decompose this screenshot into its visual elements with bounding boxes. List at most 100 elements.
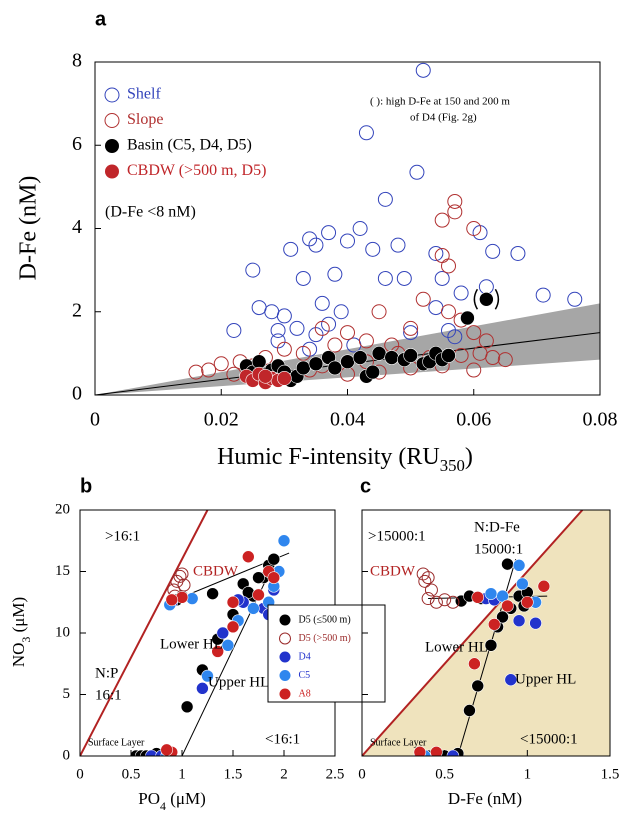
data-point <box>468 657 481 671</box>
data-point <box>478 279 494 295</box>
axis-label: D-Fe (nM) <box>16 176 42 281</box>
annotation: N:P <box>95 665 118 681</box>
data-point <box>352 350 368 365</box>
data-point <box>409 164 425 180</box>
x-tick-label: 0.08 <box>583 409 618 431</box>
y-tick-label: 0 <box>63 747 71 763</box>
data-point <box>421 571 435 585</box>
annotation: Surface Layer <box>88 737 145 748</box>
x-tick-label: 2 <box>280 766 288 782</box>
data-point <box>173 569 187 583</box>
data-point <box>390 237 406 253</box>
y-tick-label: 8 <box>72 50 82 72</box>
data-point <box>471 679 485 693</box>
data-point <box>441 258 456 274</box>
data-point <box>521 595 534 609</box>
data-point <box>308 327 324 343</box>
data-point <box>403 320 419 336</box>
data-point <box>245 262 261 278</box>
data-point <box>308 356 324 372</box>
legend-marker <box>279 651 291 663</box>
legend-label: D4 <box>299 651 311 662</box>
data-point <box>428 245 444 261</box>
data-point <box>377 270 393 286</box>
data-point <box>479 291 494 307</box>
data-point <box>377 191 393 207</box>
data-point <box>537 579 551 593</box>
data-point <box>270 322 286 338</box>
data-point <box>242 550 255 564</box>
annotation: 15000:1 <box>474 541 523 557</box>
axis-label: D-Fe (nM) <box>448 789 522 808</box>
data-point <box>466 221 482 236</box>
data-point <box>516 577 529 591</box>
legend-marker <box>279 614 291 626</box>
data-point <box>485 243 501 259</box>
data-point <box>365 364 381 380</box>
data-point <box>430 746 443 756</box>
plot-area <box>95 62 600 395</box>
x-tick-label: 1 <box>524 766 532 782</box>
data-point <box>270 333 286 349</box>
data-point <box>327 360 343 376</box>
data-point <box>188 364 204 380</box>
data-point <box>277 534 291 548</box>
y-tick-label: 0 <box>72 383 82 405</box>
data-point <box>438 593 452 607</box>
axis-label-sub: 350 <box>440 456 465 475</box>
legend-label: D5 (≤500 m) <box>299 614 351 625</box>
data-point <box>252 571 265 584</box>
data-point <box>466 325 482 341</box>
annotation: >15000:1 <box>368 528 426 544</box>
data-point <box>466 362 482 378</box>
y-tick-label: 10 <box>55 624 70 640</box>
x-tick-label: 0.04 <box>330 409 365 431</box>
data-point <box>258 368 273 384</box>
data-point <box>358 125 374 141</box>
axis-label-text: Humic F-intensity (RU <box>217 444 440 470</box>
data-point <box>216 626 230 640</box>
data-point <box>441 348 456 363</box>
bracket <box>473 288 500 310</box>
axis-label-sub: 3 <box>19 637 33 643</box>
data-point <box>295 270 311 286</box>
x-tick-label: 2.5 <box>326 766 345 782</box>
ratio-line <box>80 510 209 756</box>
annotation: Upper HL <box>515 671 576 687</box>
x-tick-label: 0.5 <box>122 766 141 782</box>
data-point <box>472 345 488 361</box>
panel-label: a <box>95 8 107 30</box>
data-point <box>201 669 214 683</box>
axis-label: Humic F-intensity (RU350) <box>217 444 473 476</box>
data-point <box>226 620 240 634</box>
x-tick-label: 1.5 <box>224 766 243 782</box>
legend-marker <box>279 670 291 681</box>
annotation: Lower HL <box>160 636 223 652</box>
data-point <box>567 291 583 307</box>
data-point <box>510 245 526 261</box>
data-point <box>441 322 456 338</box>
data-point <box>175 567 189 581</box>
data-point <box>180 700 194 714</box>
y-tick-label: 2 <box>72 299 82 321</box>
legend-marker <box>104 113 120 128</box>
data-point <box>314 295 330 311</box>
data-point <box>308 237 324 253</box>
data-point <box>447 329 463 345</box>
data-point <box>446 595 460 609</box>
data-point <box>213 356 229 372</box>
data-point <box>276 308 292 324</box>
legend-label: CBDW (>500 m, D5) <box>127 162 266 179</box>
data-point <box>295 345 311 361</box>
annotation: Lower HL <box>425 639 488 655</box>
axis-label-text: ) <box>465 444 473 470</box>
legend-marker <box>105 164 119 179</box>
y-tick-label: 6 <box>72 133 82 155</box>
x-tick-label: 1.5 <box>601 766 620 782</box>
annotation: ( ): high D-Fe at 150 and 200 m <box>370 96 510 108</box>
fit-line <box>181 558 277 756</box>
axis-label-text: PO <box>138 789 160 808</box>
data-point <box>484 587 498 600</box>
data-point <box>206 587 219 600</box>
